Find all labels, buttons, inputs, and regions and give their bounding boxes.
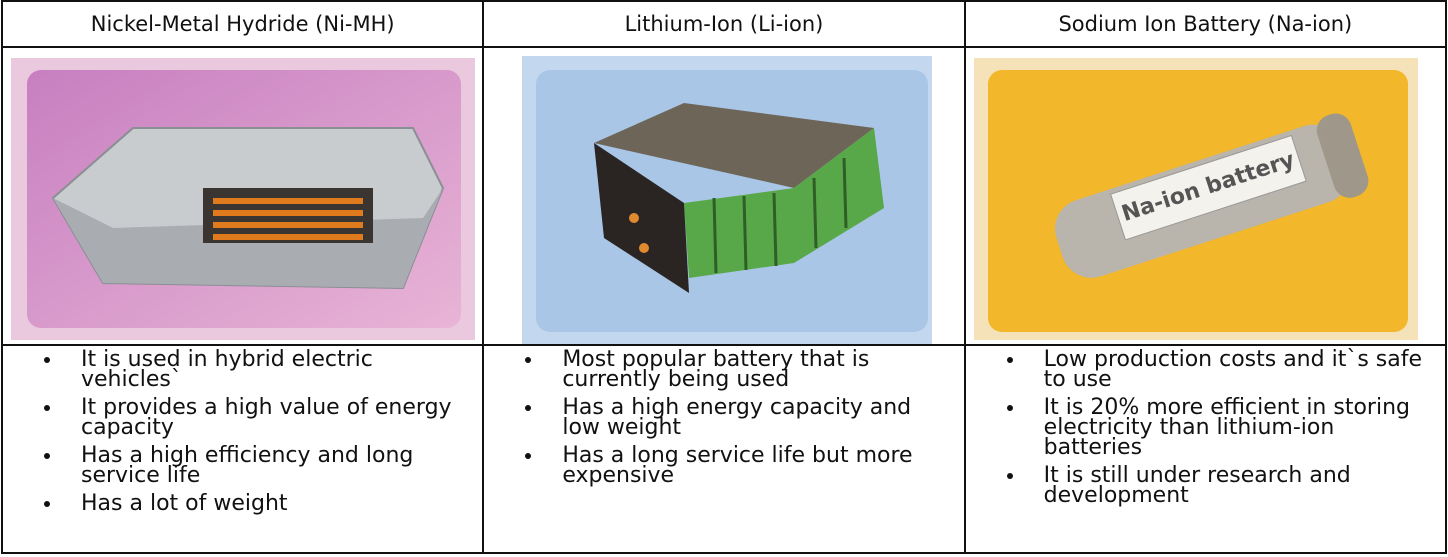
- naion-image: Na-ion battery: [966, 48, 1446, 344]
- image-cell: Na-ion battery: [965, 47, 1446, 345]
- bullet-list: Most popular battery that is currently b…: [484, 350, 963, 486]
- bullet-item: Most popular battery that is currently b…: [544, 350, 953, 390]
- image-cell: [2, 47, 483, 345]
- image-cell: [483, 47, 964, 345]
- bullet-item: Low production costs and it`s safe to us…: [1026, 350, 1435, 390]
- header-row: Nickel-Metal Hydride (Ni-MH) Lithium-Ion…: [2, 1, 1446, 47]
- nimh-image: [3, 48, 483, 344]
- image-row: Na-ion battery: [2, 47, 1446, 345]
- text-cell: Low production costs and it`s safe to us…: [965, 345, 1446, 553]
- bullet-item: Has a long service life but more expensi…: [544, 446, 953, 486]
- column-header: Sodium Ion Battery (Na-ion): [965, 1, 1446, 47]
- column-header: Lithium-Ion (Li-ion): [483, 1, 964, 47]
- column-header: Nickel-Metal Hydride (Ni-MH): [2, 1, 483, 47]
- bullet-list: Low production costs and it`s safe to us…: [966, 350, 1445, 506]
- bullet-item: It is 20% more efficient in storing elec…: [1026, 398, 1435, 458]
- text-cell: It is used in hybrid electric vehicles` I…: [2, 345, 483, 553]
- text-cell: Most popular battery that is currently b…: [483, 345, 964, 553]
- comparison-table: Nickel-Metal Hydride (Ni-MH) Lithium-Ion…: [1, 0, 1447, 554]
- bullet-item: It provides a high value of energy capac…: [63, 398, 472, 438]
- text-row: It is used in hybrid electric vehicles` I…: [2, 345, 1446, 553]
- bullet-item: It is used in hybrid electric vehicles`: [63, 350, 472, 390]
- bullet-item: Has a lot of weight: [63, 494, 472, 514]
- bullet-item: It is still under research and developme…: [1026, 466, 1435, 506]
- bullet-item: Has a high energy capacity and low weigh…: [544, 398, 953, 438]
- bullet-item: Has a high efficiency and long service l…: [63, 446, 472, 486]
- liion-image: [484, 48, 964, 344]
- bullet-list: It is used in hybrid electric vehicles` I…: [3, 350, 482, 514]
- page: Nickel-Metal Hydride (Ni-MH) Lithium-Ion…: [0, 0, 1448, 557]
